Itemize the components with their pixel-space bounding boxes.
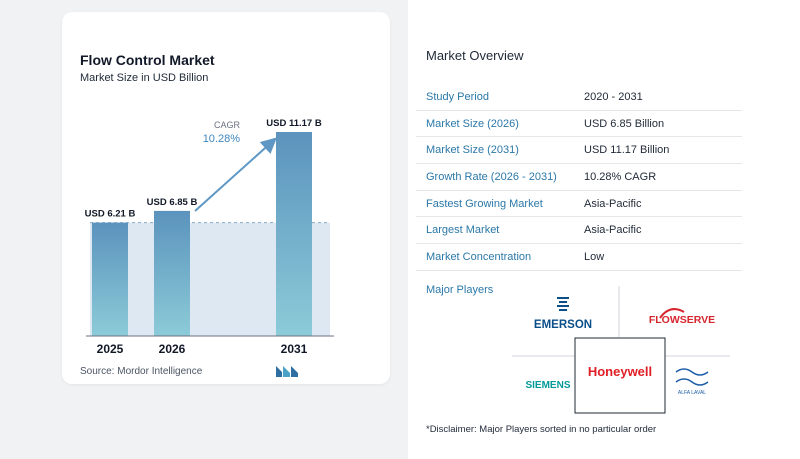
- svg-text:ALFA LAVAL: ALFA LAVAL: [678, 390, 706, 396]
- svg-text:EMERSON: EMERSON: [534, 319, 592, 331]
- row-value: Asia-Pacific: [584, 197, 642, 210]
- bar-chart: USD 6.21 B 2025 USD 6.85 B 2026 USD 11.17 B 2…: [85, 118, 334, 356]
- svg-text:SIEMENS: SIEMENS: [525, 380, 570, 391]
- row-label: Market Size (2026): [426, 117, 519, 130]
- alfa-laval-logo: ALFA LAVAL: [675, 368, 709, 396]
- row-value: USD 11.17 Billion: [584, 144, 670, 157]
- overview-row-market-size-2031: Market Size (2031) USD 11.17 Billion: [416, 137, 742, 165]
- x-tick-label: 2031: [281, 342, 308, 356]
- chart-card: Flow Control Market Market Size in USD B…: [62, 12, 390, 384]
- row-label: Fastest Growing Market: [426, 197, 543, 210]
- overview-title: Market Overview: [426, 48, 524, 63]
- overview-row-largest-market: Largest Market Asia-Pacific: [416, 217, 742, 245]
- row-label: Largest Market: [426, 224, 500, 237]
- major-players-logos: EMERSON FLOWSERVE Honeywell SIEMENS ALFA…: [512, 286, 730, 414]
- overview-row-growth-rate: Growth Rate (2026 - 2031) 10.28% CAGR: [416, 164, 742, 191]
- overview-row-concentration: Market Concentration Low: [416, 244, 742, 271]
- x-tick-label: 2025: [97, 342, 124, 356]
- row-value: Asia-Pacific: [584, 224, 642, 237]
- row-label: Market Size (2031): [426, 144, 519, 157]
- honeywell-logo: Honeywell: [574, 337, 666, 414]
- flowserve-logo: FLOWSERVE: [649, 308, 715, 326]
- chart-subtitle: Market Size in USD Billion: [80, 72, 209, 84]
- disclaimer: *Disclaimer: Major Players sorted in no …: [426, 424, 657, 435]
- x-tick-label: 2026: [159, 342, 186, 356]
- row-label: Growth Rate (2026 - 2031): [426, 170, 557, 183]
- row-value: USD 6.85 Billion: [584, 117, 665, 130]
- bar-2026: [154, 210, 190, 336]
- major-players-title: Major Players: [426, 284, 494, 296]
- siemens-logo: SIEMENS: [525, 380, 570, 391]
- emerson-logo: EMERSON: [534, 297, 592, 331]
- row-value: 2020 - 2031: [584, 90, 643, 103]
- market-overview-panel: Market Overview Study Period 2020 - 2031…: [408, 0, 800, 459]
- bar-2025: [92, 222, 128, 336]
- cagr-arrow: [194, 137, 277, 212]
- svg-text:Honeywell: Honeywell: [588, 364, 652, 379]
- mordor-logo-icon: [276, 366, 298, 377]
- row-value: 10.28% CAGR: [584, 170, 657, 183]
- emerson-globe-icon: [557, 297, 569, 311]
- cagr-value: 10.28%: [203, 133, 241, 145]
- overview-row-market-size-2026: Market Size (2026) USD 6.85 Billion: [416, 111, 742, 138]
- row-label: Market Concentration: [426, 250, 532, 263]
- row-label: Study Period: [426, 90, 489, 103]
- row-value: Low: [584, 250, 605, 263]
- bar-2031: [276, 132, 312, 336]
- svg-text:FLOWSERVE: FLOWSERVE: [649, 314, 715, 326]
- bar-value-label: USD 6.85 B: [147, 197, 198, 208]
- source-note: Source: Mordor Intelligence: [80, 366, 203, 377]
- bar-value-label: USD 11.17 B: [266, 118, 322, 129]
- bar-value-label: USD 6.21 B: [85, 209, 136, 220]
- cagr-label: CAGR: [214, 120, 241, 130]
- overview-row-study-period: Study Period 2020 - 2031: [416, 84, 742, 111]
- overview-row-fastest-growing: Fastest Growing Market Asia-Pacific: [416, 191, 742, 218]
- overview-table: Study Period 2020 - 2031 Market Size (20…: [416, 84, 742, 271]
- chart-title: Flow Control Market: [80, 52, 215, 68]
